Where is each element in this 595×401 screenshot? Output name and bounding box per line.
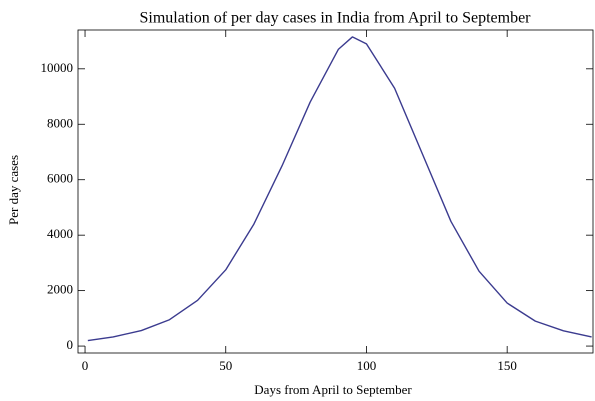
x-tick-label: 50 bbox=[219, 358, 232, 373]
x-tick-label: 100 bbox=[357, 358, 377, 373]
x-tick-label: 0 bbox=[82, 358, 89, 373]
data-line bbox=[87, 36, 592, 342]
y-axis-label: Per day cases bbox=[6, 155, 21, 225]
x-axis-label: Days from April to September bbox=[254, 382, 412, 397]
y-tick-label: 4000 bbox=[47, 226, 73, 241]
y-tick-label: 10000 bbox=[41, 60, 74, 75]
plot-frame bbox=[77, 29, 594, 354]
x-tick-label: 150 bbox=[497, 358, 517, 373]
y-tick-label: 0 bbox=[67, 337, 74, 352]
y-tick-label: 2000 bbox=[47, 282, 73, 297]
y-tick-label: 6000 bbox=[47, 171, 73, 186]
y-tick-label: 8000 bbox=[47, 115, 73, 130]
chart-title: Simulation of per day cases in India fro… bbox=[139, 10, 531, 27]
